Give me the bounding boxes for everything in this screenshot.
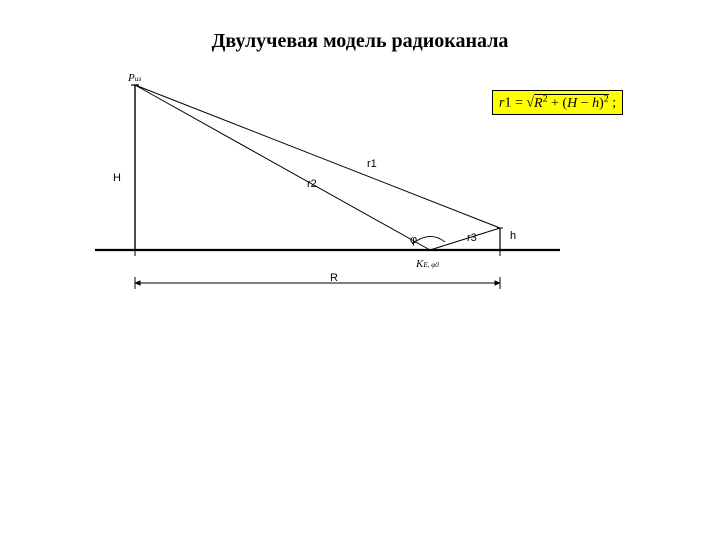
label-P: Pиз — [128, 72, 141, 84]
two-ray-diagram — [0, 0, 720, 540]
label-K: KE, φ0 — [416, 258, 439, 270]
label-r3: r3 — [467, 232, 477, 244]
label-H: H — [113, 172, 121, 184]
label-r2: r2 — [307, 178, 317, 190]
label-R: R — [330, 272, 338, 284]
label-phi: φ — [410, 234, 417, 246]
label-r1: r1 — [367, 158, 377, 170]
label-h: h — [510, 230, 516, 242]
